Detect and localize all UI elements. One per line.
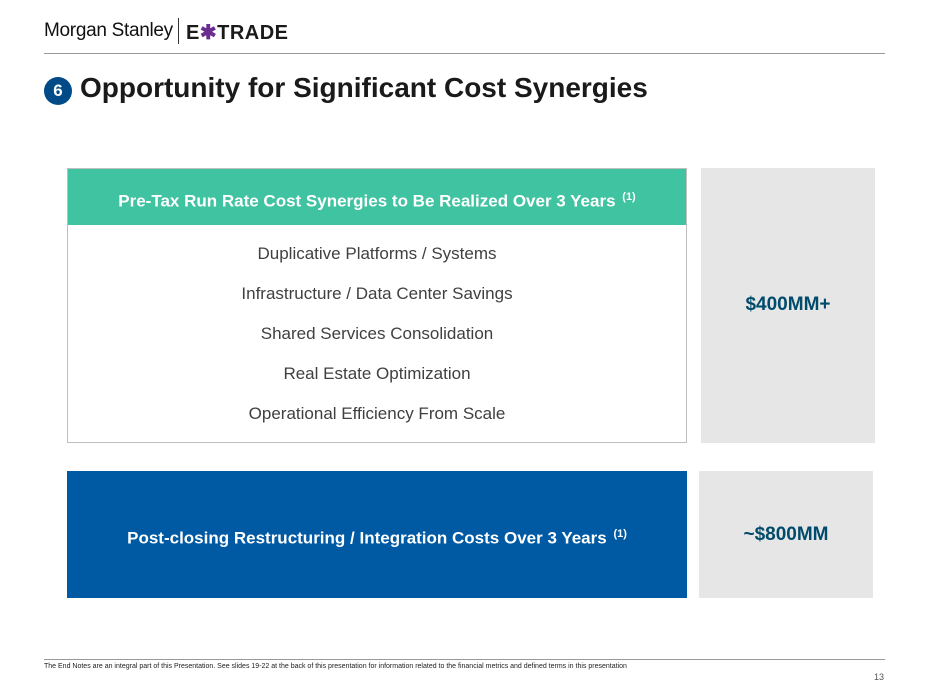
synergies-list: Duplicative Platforms / Systems Infrastr… — [68, 241, 686, 441]
synergies-box: Pre-Tax Run Rate Cost Synergies to Be Re… — [67, 168, 687, 443]
header-divider — [44, 53, 885, 54]
synergies-value: $400MM+ — [745, 294, 831, 315]
synergies-value-panel: $400MM+ — [701, 168, 875, 443]
logo-separator — [178, 18, 179, 44]
list-item: Real Estate Optimization — [283, 364, 471, 383]
costs-value-panel: ~$800MM — [699, 471, 873, 598]
etrade-star-icon: ✱ — [199, 22, 218, 44]
costs-value: ~$800MM — [743, 524, 829, 545]
etrade-logo-prefix: E — [186, 22, 200, 44]
page-title: Opportunity for Significant Cost Synergi… — [80, 72, 648, 103]
list-item: Operational Efficiency From Scale — [248, 404, 506, 423]
costs-label: Post-closing Restructuring / Integration… — [127, 528, 607, 548]
footnote: The End Notes are an integral part of th… — [44, 663, 627, 670]
costs-label-note: (1) — [613, 528, 627, 540]
morgan-stanley-logo: Morgan Stanley — [44, 20, 173, 41]
synergies-heading-note: (1) — [622, 191, 636, 203]
footer-divider — [44, 659, 885, 660]
list-item: Infrastructure / Data Center Savings — [241, 284, 513, 303]
etrade-logo: E✱TRADE — [186, 20, 289, 45]
synergies-heading-text: Pre-Tax Run Rate Cost Synergies to Be Re… — [118, 191, 616, 211]
costs-box: Post-closing Restructuring / Integration… — [67, 471, 687, 598]
section-number-badge: 6 — [44, 77, 72, 105]
list-item: Shared Services Consolidation — [260, 324, 494, 343]
etrade-logo-suffix: TRADE — [217, 22, 289, 44]
list-item: Duplicative Platforms / Systems — [257, 244, 497, 263]
synergies-heading: Pre-Tax Run Rate Cost Synergies to Be Re… — [68, 169, 686, 225]
page-number: 13 — [873, 672, 884, 682]
